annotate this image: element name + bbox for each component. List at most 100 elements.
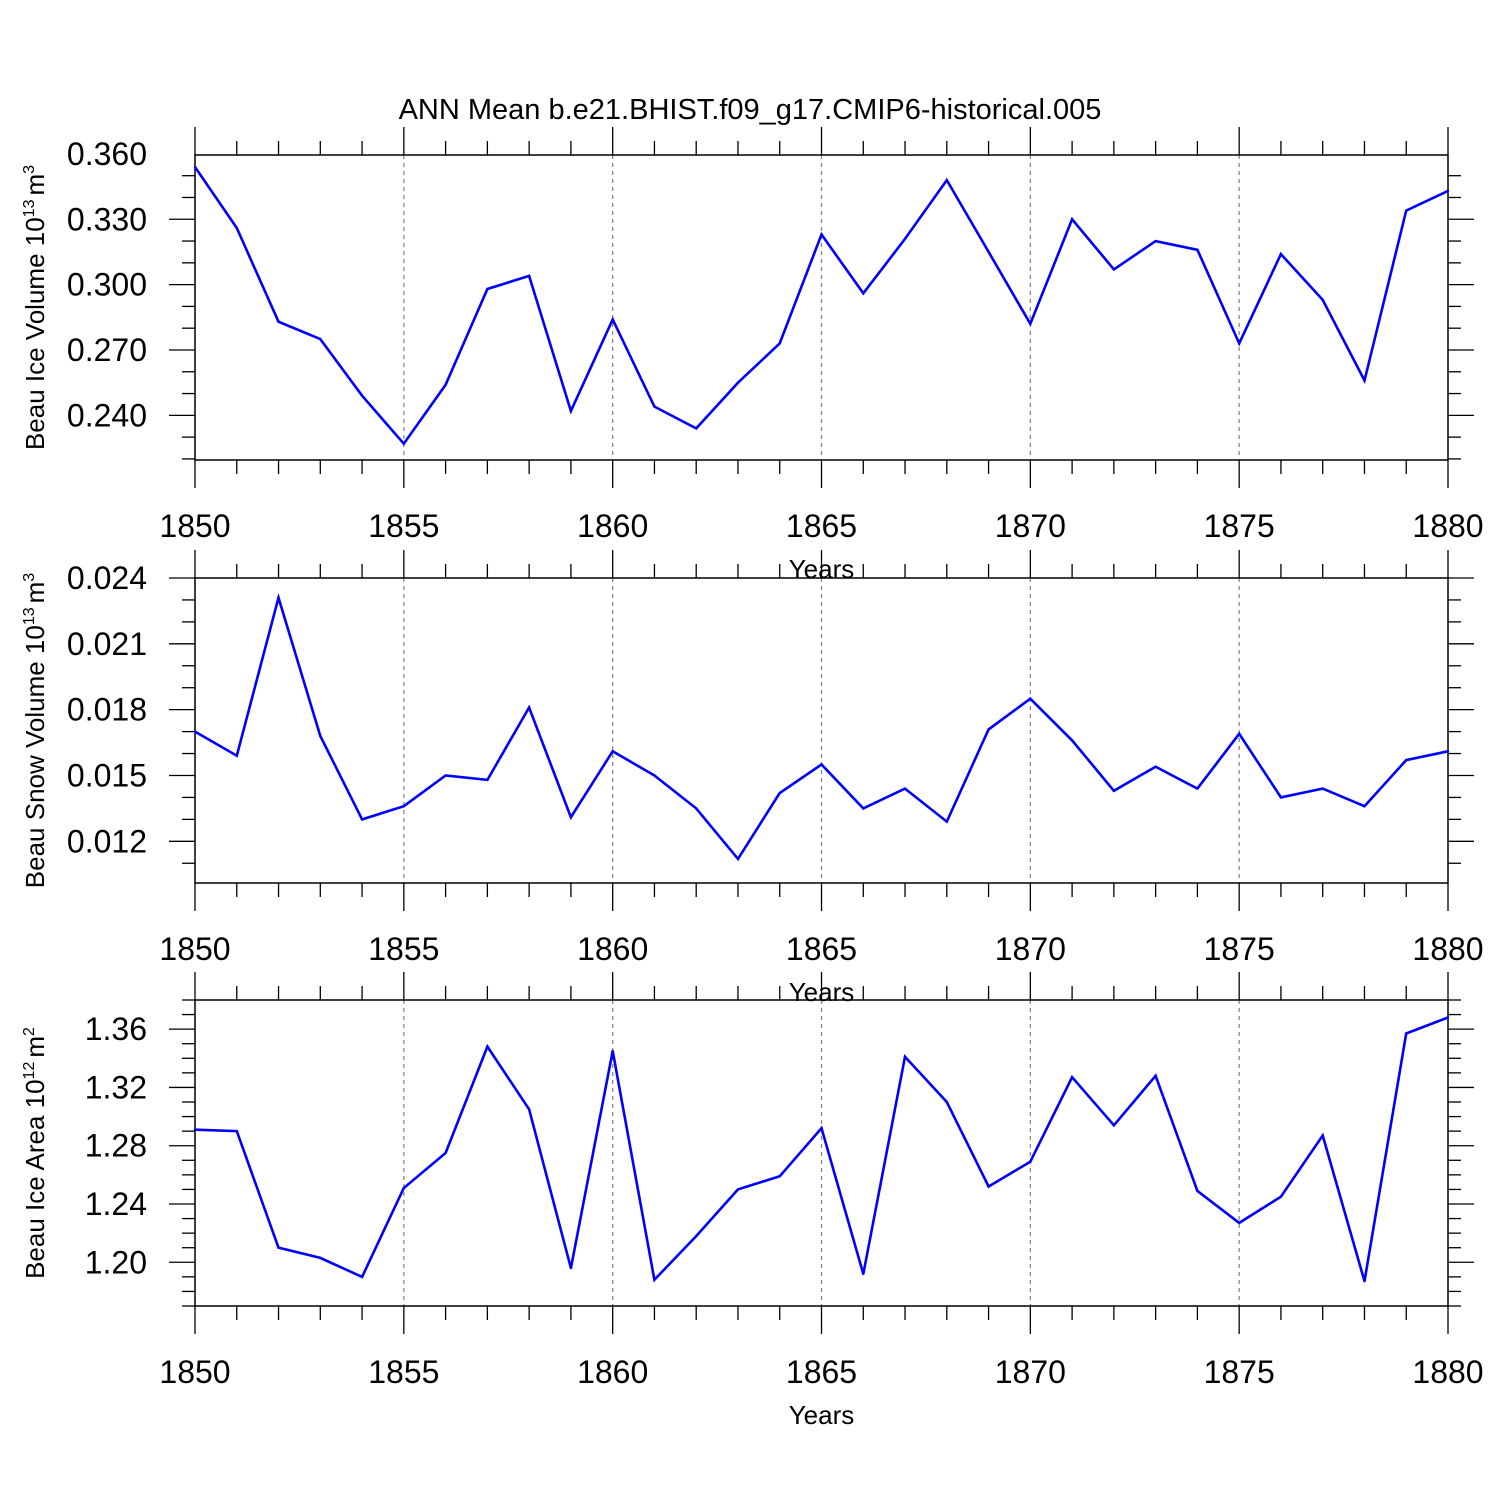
x-tick-label: 1860 <box>577 1354 648 1390</box>
x-tick-label: 1860 <box>577 508 648 544</box>
data-point-1867 <box>903 1055 907 1059</box>
data-point-1868 <box>945 178 948 182</box>
data-point-1873 <box>1154 1074 1157 1077</box>
data-point-1871 <box>1070 1076 1074 1079</box>
data-point-1880 <box>1446 1016 1450 1019</box>
y-tick-label: 0.024 <box>67 560 147 596</box>
x-tick-label: 1875 <box>1204 508 1275 544</box>
data-point-1854 <box>360 818 364 821</box>
data-point-1872 <box>1112 1124 1116 1127</box>
data-point-1850 <box>193 1128 197 1131</box>
data-point-1868 <box>945 820 948 823</box>
figure-title: ANN Mean b.e21.BHIST.f09_g17.CMIP6-histo… <box>399 94 1102 126</box>
x-tick-label: 1860 <box>577 931 648 967</box>
y-axis-title: Beau Snow Volume 1013 m3 <box>20 573 50 889</box>
y-axis-title-main: Beau Snow Volume 10 <box>20 625 50 888</box>
y-axis-title-unit-text: m <box>20 582 50 604</box>
y-tick-label: 0.330 <box>67 201 147 237</box>
data-point-1865 <box>820 763 823 766</box>
data-point-1879 <box>1405 1032 1408 1035</box>
data-point-1860 <box>611 750 614 753</box>
panels: 0.240 0.270 0.300 0.330 0.360 1850 1855 1860 186… <box>20 127 1484 1430</box>
data-point-1853 <box>319 734 322 738</box>
y-tick-label: 1.32 <box>85 1069 147 1105</box>
panel-1: 0.240 0.270 0.300 0.330 0.360 1850 1855 1860 186… <box>20 127 1484 584</box>
y-axis-title-main: Beau Ice Volume 10 <box>20 217 50 450</box>
x-tick-label: 1865 <box>786 1354 857 1390</box>
data-point-1857 <box>486 1045 489 1048</box>
data-point-1873 <box>1154 239 1157 243</box>
data-point-1861 <box>653 774 656 777</box>
x-tick-label: 1855 <box>368 508 439 544</box>
y-axis-title: Beau Ice Volume 1013 m3 <box>20 165 50 450</box>
data-point-1864 <box>778 1175 781 1178</box>
data-point-1877 <box>1321 298 1324 302</box>
y-axis-title-main: Beau Ice Area 10 <box>20 1079 50 1278</box>
data-point-1856 <box>444 1151 447 1155</box>
y-tick-label: 1.24 <box>85 1186 147 1222</box>
data-point-1872 <box>1112 789 1116 793</box>
x-tick-label: 1870 <box>995 508 1066 544</box>
panel-2: 0.012 0.015 0.018 0.021 0.024 1850 1855 1860 186… <box>20 550 1484 1007</box>
data-point-1860 <box>611 318 614 321</box>
data-point-1855 <box>402 805 406 808</box>
data-point-1864 <box>778 342 781 345</box>
y-axis-title-unit: m <box>20 1036 50 1058</box>
data-point-1856 <box>444 774 447 777</box>
data-point-1862 <box>695 807 698 810</box>
data-point-1862 <box>695 427 698 430</box>
data-point-1879 <box>1405 758 1408 762</box>
y-axis-title-unit-exponent: 3 <box>21 165 38 174</box>
data-point-1855 <box>402 1186 406 1190</box>
y-tick-label: 0.012 <box>67 823 147 859</box>
y-axis-title-unit-exponent: 2 <box>21 1027 38 1036</box>
data-point-1867 <box>903 237 907 241</box>
data-point-1869 <box>987 728 990 731</box>
data-point-1859 <box>569 1266 573 1270</box>
y-tick-label: 1.20 <box>85 1244 147 1280</box>
y-axis-title-unit-text: m <box>20 1036 50 1058</box>
data-point-1857 <box>486 287 489 291</box>
data-point-1876 <box>1279 796 1283 799</box>
data-point-1865 <box>820 233 823 236</box>
y-axis-title-exponent: 13 <box>21 199 38 217</box>
data-point-1852 <box>277 596 280 599</box>
data-point-1855 <box>402 442 406 445</box>
y-tick-label: 0.270 <box>67 332 147 368</box>
data-point-1870 <box>1029 1160 1032 1163</box>
y-axis-title-exponent: 12 <box>21 1062 38 1080</box>
data-point-1866 <box>862 1272 865 1276</box>
data-point-1860 <box>611 1049 614 1053</box>
y-axis-title-unit: m <box>20 582 50 604</box>
x-tick-label: 1880 <box>1412 931 1483 967</box>
data-point-1865 <box>820 1127 823 1130</box>
data-point-1878 <box>1363 1280 1366 1283</box>
data-point-1862 <box>695 1234 698 1238</box>
data-point-1864 <box>778 791 781 795</box>
x-tick-label: 1865 <box>786 508 857 544</box>
data-point-1858 <box>527 274 531 278</box>
data-point-1868 <box>945 1100 948 1104</box>
data-point-1873 <box>1154 765 1157 768</box>
data-point-1880 <box>1446 750 1450 753</box>
data-point-1853 <box>319 337 322 341</box>
x-tick-label: 1870 <box>995 1354 1066 1390</box>
data-point-1858 <box>527 1108 531 1111</box>
data-point-1874 <box>1196 787 1199 790</box>
x-tick-label: 1880 <box>1412 508 1483 544</box>
y-tick-label: 0.240 <box>67 397 147 433</box>
data-point-1863 <box>736 1188 740 1191</box>
data-point-1870 <box>1029 322 1032 326</box>
data-point-1875 <box>1237 1221 1241 1225</box>
data-point-1866 <box>862 807 865 810</box>
data-point-1878 <box>1363 805 1366 808</box>
y-axis-title-unit-exponent: 3 <box>21 573 38 582</box>
x-tick-label: 1850 <box>159 1354 230 1390</box>
data-point-1877 <box>1321 787 1324 790</box>
x-tick-label: 1850 <box>159 508 230 544</box>
data-point-1876 <box>1279 1195 1283 1198</box>
x-tick-label: 1875 <box>1204 1354 1275 1390</box>
data-point-1879 <box>1405 209 1408 212</box>
x-axis-title: Years <box>789 1400 855 1430</box>
